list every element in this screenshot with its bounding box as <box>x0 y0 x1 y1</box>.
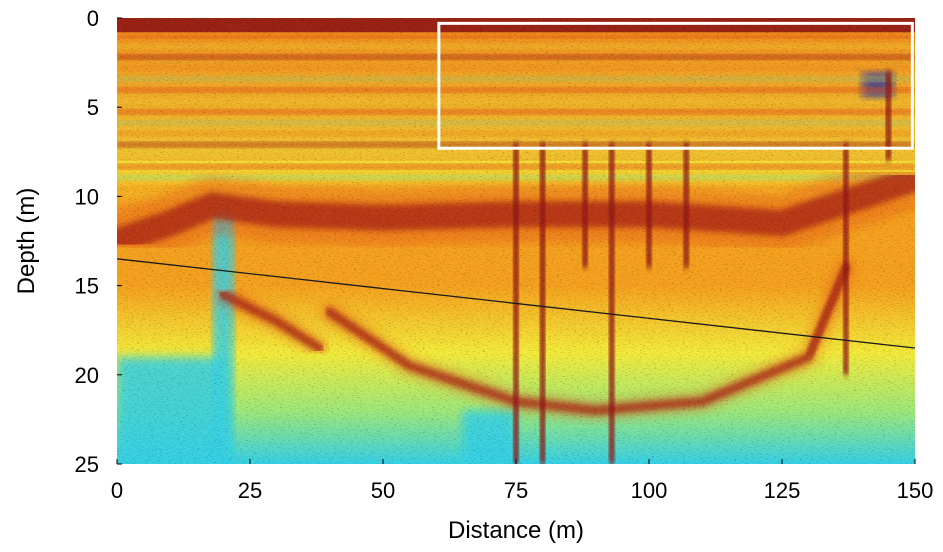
y-tick-label: 20 <box>75 363 99 388</box>
heatmap-area <box>117 18 915 464</box>
y-tick-label: 25 <box>75 452 99 477</box>
x-tick-label: 100 <box>631 478 668 503</box>
y-tick-label: 15 <box>75 274 99 299</box>
y-tick-label: 0 <box>87 6 99 31</box>
x-tick-label: 25 <box>238 478 262 503</box>
y-axis-label: Depth (m) <box>13 188 40 295</box>
y-axis-ticks: 0 5 10 15 20 25 <box>75 6 122 477</box>
annotation-rectangle <box>437 21 914 150</box>
x-tick-label: 150 <box>897 478 934 503</box>
x-axis-label: Distance (m) <box>448 517 584 544</box>
texture-grain-light <box>117 18 915 464</box>
x-tick-label: 0 <box>111 478 123 503</box>
x-axis-ticks: 0 25 50 75 100 125 150 <box>111 459 933 503</box>
x-tick-label: 50 <box>371 478 395 503</box>
x-tick-label: 125 <box>764 478 801 503</box>
y-tick-label: 5 <box>87 95 99 120</box>
y-tick-label: 10 <box>75 184 99 209</box>
x-tick-label: 75 <box>504 478 528 503</box>
dipping-line <box>117 258 915 349</box>
